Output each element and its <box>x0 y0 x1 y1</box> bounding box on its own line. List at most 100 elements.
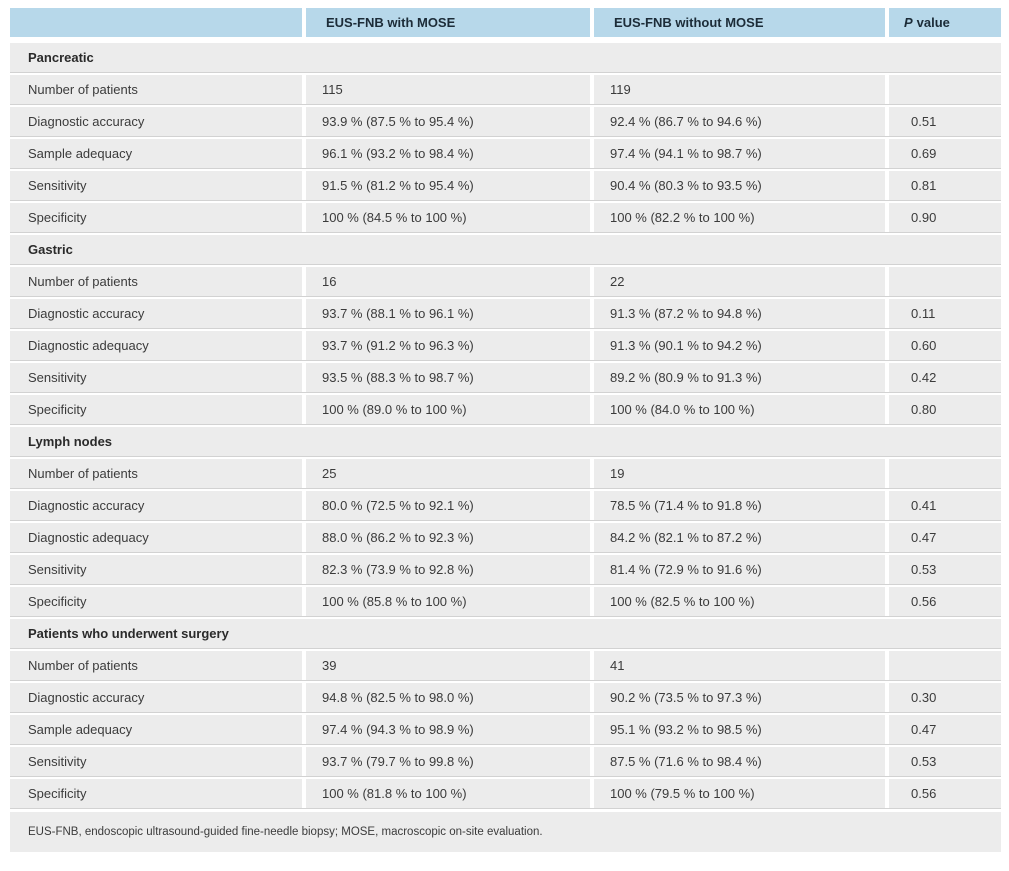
with-mose-value: 88.0 % (86.2 % to 92.3 %) <box>306 523 590 552</box>
row-label: Number of patients <box>10 459 302 488</box>
table-row: Sensitivity 91.5 % (81.2 % to 95.4 %) 90… <box>10 171 1001 200</box>
row-label: Sensitivity <box>10 747 302 776</box>
without-mose-value: 41 <box>594 651 885 680</box>
table-row: Number of patients 39 41 <box>10 651 1001 680</box>
without-mose-value: 92.4 % (86.7 % to 94.6 %) <box>594 107 885 136</box>
section-header-gastric: Gastric <box>10 235 1001 264</box>
with-mose-value: 25 <box>306 459 590 488</box>
table-row: Number of patients 16 22 <box>10 267 1001 296</box>
p-value: 0.47 <box>889 715 1001 744</box>
section-title: Patients who underwent surgery <box>10 619 1001 648</box>
table-row: Sample adequacy 97.4 % (94.3 % to 98.9 %… <box>10 715 1001 744</box>
p-value: 0.60 <box>889 331 1001 360</box>
header-empty-cell <box>10 8 302 37</box>
without-mose-value: 100 % (82.5 % to 100 %) <box>594 587 885 616</box>
without-mose-value: 91.3 % (87.2 % to 94.8 %) <box>594 299 885 328</box>
p-value: 0.51 <box>889 107 1001 136</box>
p-value: 0.30 <box>889 683 1001 712</box>
table-row: Sensitivity 93.7 % (79.7 % to 99.8 %) 87… <box>10 747 1001 776</box>
with-mose-value: 93.7 % (91.2 % to 96.3 %) <box>306 331 590 360</box>
table-row: Sensitivity 93.5 % (88.3 % to 98.7 %) 89… <box>10 363 1001 392</box>
without-mose-value: 119 <box>594 75 885 104</box>
without-mose-value: 78.5 % (71.4 % to 91.8 %) <box>594 491 885 520</box>
p-value: 0.56 <box>889 779 1001 808</box>
with-mose-value: 82.3 % (73.9 % to 92.8 %) <box>306 555 590 584</box>
row-label: Sensitivity <box>10 171 302 200</box>
p-value: 0.42 <box>889 363 1001 392</box>
comparison-table: EUS-FNB with MOSE EUS-FNB without MOSE P… <box>10 8 1001 852</box>
row-label: Diagnostic adequacy <box>10 523 302 552</box>
without-mose-value: 89.2 % (80.9 % to 91.3 %) <box>594 363 885 392</box>
p-value: 0.81 <box>889 171 1001 200</box>
p-value: 0.11 <box>889 299 1001 328</box>
row-label: Diagnostic accuracy <box>10 107 302 136</box>
row-label: Specificity <box>10 779 302 808</box>
row-label: Specificity <box>10 203 302 232</box>
p-value: 0.53 <box>889 747 1001 776</box>
without-mose-value: 90.2 % (73.5 % to 97.3 %) <box>594 683 885 712</box>
row-label: Number of patients <box>10 75 302 104</box>
with-mose-value: 93.5 % (88.3 % to 98.7 %) <box>306 363 590 392</box>
with-mose-value: 100 % (81.8 % to 100 %) <box>306 779 590 808</box>
with-mose-value: 100 % (85.8 % to 100 %) <box>306 587 590 616</box>
table-row: Diagnostic accuracy 94.8 % (82.5 % to 98… <box>10 683 1001 712</box>
row-label: Number of patients <box>10 267 302 296</box>
section-header-pancreatic: Pancreatic <box>10 43 1001 72</box>
p-value-italic-letter: P <box>904 15 913 30</box>
with-mose-value: 39 <box>306 651 590 680</box>
row-label: Number of patients <box>10 651 302 680</box>
p-value <box>889 459 1001 488</box>
with-mose-value: 94.8 % (82.5 % to 98.0 %) <box>306 683 590 712</box>
with-mose-value: 97.4 % (94.3 % to 98.9 %) <box>306 715 590 744</box>
p-value: 0.80 <box>889 395 1001 424</box>
header-with-mose: EUS-FNB with MOSE <box>306 8 590 37</box>
row-label: Diagnostic adequacy <box>10 331 302 360</box>
row-label: Diagnostic accuracy <box>10 683 302 712</box>
table-row: Number of patients 25 19 <box>10 459 1001 488</box>
with-mose-value: 91.5 % (81.2 % to 95.4 %) <box>306 171 590 200</box>
without-mose-value: 81.4 % (72.9 % to 91.6 %) <box>594 555 885 584</box>
table-header-row: EUS-FNB with MOSE EUS-FNB without MOSE P… <box>10 8 1001 37</box>
with-mose-value: 115 <box>306 75 590 104</box>
row-label: Sensitivity <box>10 555 302 584</box>
section-title: Gastric <box>10 235 1001 264</box>
p-value: 0.56 <box>889 587 1001 616</box>
without-mose-value: 19 <box>594 459 885 488</box>
section-title: Lymph nodes <box>10 427 1001 456</box>
table-row: Specificity 100 % (85.8 % to 100 %) 100 … <box>10 587 1001 616</box>
with-mose-value: 100 % (89.0 % to 100 %) <box>306 395 590 424</box>
p-value: 0.90 <box>889 203 1001 232</box>
with-mose-value: 16 <box>306 267 590 296</box>
without-mose-value: 90.4 % (80.3 % to 93.5 %) <box>594 171 885 200</box>
header-without-mose: EUS-FNB without MOSE <box>594 8 885 37</box>
table-row: Number of patients 115 119 <box>10 75 1001 104</box>
without-mose-value: 22 <box>594 267 885 296</box>
with-mose-value: 96.1 % (93.2 % to 98.4 %) <box>306 139 590 168</box>
p-value <box>889 651 1001 680</box>
with-mose-value: 100 % (84.5 % to 100 %) <box>306 203 590 232</box>
section-header-surgery: Patients who underwent surgery <box>10 619 1001 648</box>
p-value: 0.41 <box>889 491 1001 520</box>
without-mose-value: 87.5 % (71.6 % to 98.4 %) <box>594 747 885 776</box>
row-label: Diagnostic accuracy <box>10 299 302 328</box>
table-row: Diagnostic accuracy 93.7 % (88.1 % to 96… <box>10 299 1001 328</box>
table-row: Sensitivity 82.3 % (73.9 % to 92.8 %) 81… <box>10 555 1001 584</box>
p-value <box>889 75 1001 104</box>
without-mose-value: 100 % (79.5 % to 100 %) <box>594 779 885 808</box>
row-label: Sample adequacy <box>10 715 302 744</box>
without-mose-value: 100 % (84.0 % to 100 %) <box>594 395 885 424</box>
table-row: Specificity 100 % (81.8 % to 100 %) 100 … <box>10 779 1001 808</box>
section-header-lymph-nodes: Lymph nodes <box>10 427 1001 456</box>
row-label: Sensitivity <box>10 363 302 392</box>
with-mose-value: 93.7 % (79.7 % to 99.8 %) <box>306 747 590 776</box>
table-row: Specificity 100 % (89.0 % to 100 %) 100 … <box>10 395 1001 424</box>
table-row: Diagnostic adequacy 88.0 % (86.2 % to 92… <box>10 523 1001 552</box>
table-row: Diagnostic adequacy 93.7 % (91.2 % to 96… <box>10 331 1001 360</box>
p-value-label-rest: value <box>916 15 950 30</box>
with-mose-value: 93.9 % (87.5 % to 95.4 %) <box>306 107 590 136</box>
table-row: Sample adequacy 96.1 % (93.2 % to 98.4 %… <box>10 139 1001 168</box>
row-label: Specificity <box>10 587 302 616</box>
table-row: Specificity 100 % (84.5 % to 100 %) 100 … <box>10 203 1001 232</box>
table-footnote: EUS-FNB, endoscopic ultrasound-guided fi… <box>10 812 1001 852</box>
